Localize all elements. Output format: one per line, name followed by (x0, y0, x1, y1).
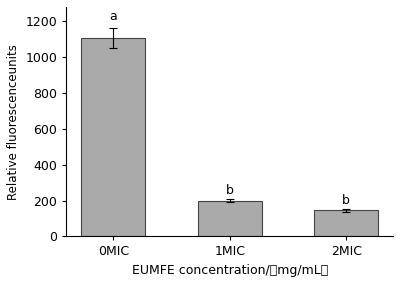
Text: a: a (110, 10, 117, 23)
Bar (198, 201, 262, 237)
Bar (314, 210, 378, 237)
Y-axis label: Relative fluorescenceunits: Relative fluorescenceunits (7, 44, 20, 200)
Bar (81, 38, 145, 237)
X-axis label: EUMFE concentration/（mg/mL）: EUMFE concentration/（mg/mL） (132, 264, 328, 277)
Text: b: b (342, 194, 350, 207)
Text: b: b (226, 184, 234, 197)
